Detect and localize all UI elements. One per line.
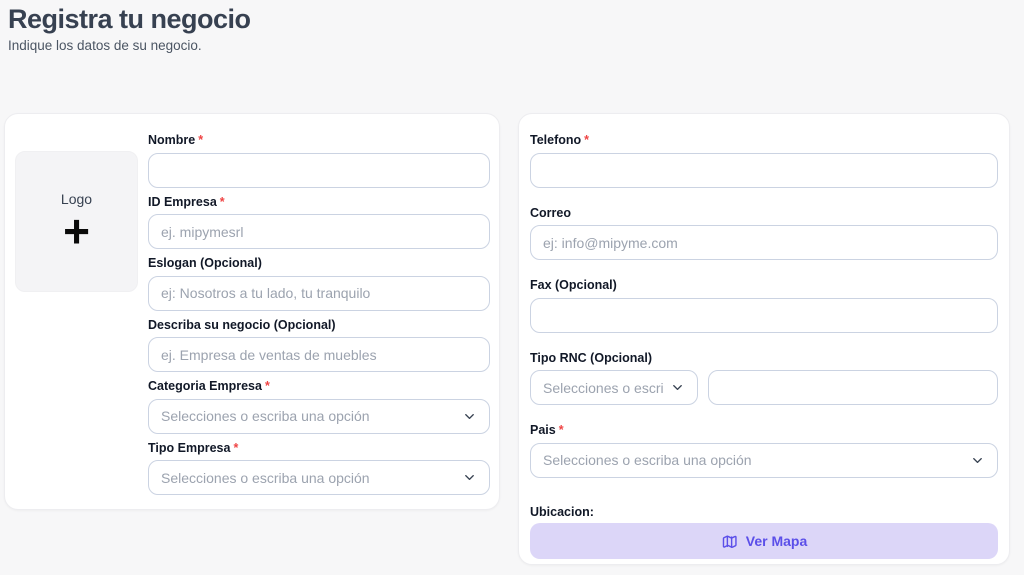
id-empresa-label: ID Empresa * [148, 194, 225, 209]
field-group-tipo-rnc: Tipo RNC (Opcional) Selecciones o escrib… [530, 350, 998, 405]
required-asterisk: * [264, 379, 270, 393]
required-asterisk: * [558, 423, 564, 437]
eslogan-input[interactable] [148, 275, 490, 311]
tipo-empresa-label: Tipo Empresa * [148, 440, 239, 455]
plus-icon: + [63, 204, 90, 257]
id-empresa-input[interactable] [148, 214, 490, 249]
field-group-telefono: Telefono * [530, 134, 998, 188]
eslogan-label: Eslogan (Opcional) [148, 256, 262, 270]
required-asterisk: * [584, 133, 590, 147]
telefono-input[interactable] [530, 152, 998, 188]
page-header: Registra tu negocio Indique los datos de… [8, 4, 251, 53]
tipo-rnc-row: Selecciones o escriba una opción [530, 370, 998, 405]
field-group-fax: Fax (Opcional) [530, 279, 998, 333]
logo-upload[interactable]: Logo + [15, 151, 138, 292]
pais-label: Pais * [530, 423, 564, 437]
field-group-describa: Describa su negocio (Opcional) [148, 317, 490, 372]
field-group-categoria: Categoria Empresa * Selecciones o escriba… [148, 380, 490, 434]
ver-mapa-button[interactable]: Ver Mapa [530, 523, 998, 559]
tipo-rnc-label: Tipo RNC (Opcional) [530, 350, 652, 365]
tipo-empresa-select-value: Selecciones o escriba una opción [161, 469, 370, 486]
fax-input[interactable] [530, 297, 998, 333]
field-group-eslogan: Eslogan (Opcional) [148, 257, 490, 311]
map-icon [721, 533, 738, 550]
chevron-down-icon [462, 409, 477, 424]
categoria-empresa-label: Categoria Empresa * [148, 379, 270, 393]
chevron-down-icon [670, 380, 685, 395]
business-info-card: Logo + Nombre* ID Empresa* Eslogan (Opci… [4, 113, 500, 510]
field-group-pais: Pais * Selecciones o escriba una opción [530, 424, 998, 478]
contact-info-card: Telefono* Correo Fax (Opcional) Tipo RNC… [518, 113, 1010, 565]
fax-label: Fax (Opcional) [530, 278, 617, 292]
ver-mapa-label: Ver Mapa [745, 533, 808, 549]
left-fields-column: Nombre* ID Empresa* Eslogan (Opcional) D… [148, 134, 490, 503]
required-asterisk: * [198, 133, 204, 147]
field-group-id-empresa: ID Empresa * [148, 194, 490, 249]
pais-select-value: Selecciones o escriba una opción [543, 452, 752, 468]
correo-input[interactable] [530, 225, 998, 260]
rnc-number-input[interactable] [708, 370, 998, 405]
logo-upload-label: Logo [60, 190, 93, 207]
tipo-rnc-select[interactable]: Selecciones o escriba una opción [530, 370, 698, 405]
chevron-down-icon [462, 470, 477, 485]
page-subtitle: Indique los datos de su negocio. [8, 38, 202, 54]
nombre-input[interactable] [148, 152, 490, 188]
tipo-empresa-select[interactable]: Selecciones o escriba una opción [148, 460, 490, 495]
required-asterisk: * [233, 440, 239, 455]
ubicacion-label: Ubicacion: [530, 504, 594, 519]
pais-select[interactable]: Selecciones o escriba una opción [530, 442, 998, 478]
nombre-label: Nombre * [148, 133, 204, 147]
tipo-rnc-select-value: Selecciones o escriba una opción [543, 379, 664, 396]
required-asterisk: * [219, 194, 225, 209]
describa-label: Describa su negocio (Opcional) [148, 317, 336, 332]
correo-label: Correo [530, 205, 571, 220]
telefono-label: Telefono * [530, 133, 590, 147]
field-group-tipo-empresa: Tipo Empresa * Selecciones o escriba una … [148, 440, 490, 495]
field-group-correo: Correo [530, 205, 998, 260]
page-title: Registra tu negocio [8, 4, 251, 34]
ubicacion-section: Ubicacion: Ver Mapa [530, 504, 998, 559]
chevron-down-icon [970, 453, 985, 468]
categoria-empresa-select-value: Selecciones o escriba una opción [161, 408, 370, 424]
describa-input[interactable] [148, 337, 490, 372]
categoria-empresa-select[interactable]: Selecciones o escriba una opción [148, 398, 490, 434]
field-group-nombre: Nombre * [148, 134, 490, 188]
